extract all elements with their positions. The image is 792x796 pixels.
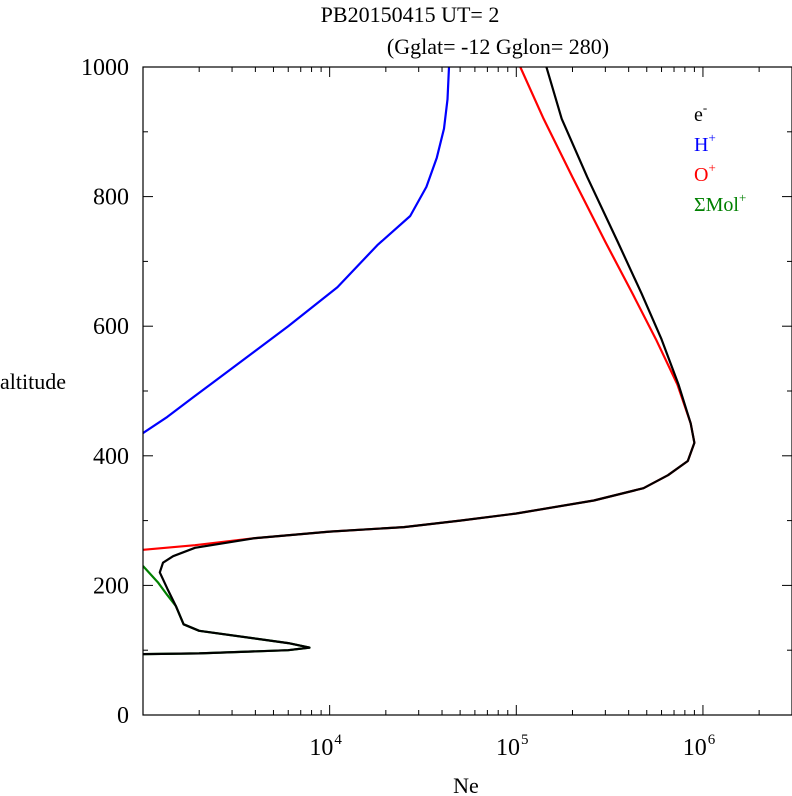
series-layer (143, 67, 696, 656)
x-tick-label: 106 (683, 732, 716, 761)
y-tick-label: 400 (93, 444, 129, 470)
y-tick-label: 0 (117, 703, 129, 729)
plot-frame (142, 66, 792, 716)
series-line-e (143, 67, 696, 656)
legend-entry: O+ (694, 160, 716, 186)
legend: e- H+ O+ ΣMol+ (694, 100, 746, 216)
y-tick-label: 1000 (81, 55, 129, 81)
chart-subtitle: (Gglat= -12 Gglon= 280) (387, 34, 609, 59)
series-line-H (143, 67, 451, 435)
legend-entry: e- (694, 100, 707, 126)
y-axis-label: altitude (0, 369, 66, 394)
x-axis-label: Ne (453, 773, 479, 796)
x-tick-label: 105 (496, 732, 529, 761)
y-tick-label: 800 (93, 185, 129, 211)
chart-title: PB20150415 UT= 2 (321, 2, 500, 27)
y-tick-label: 600 (93, 314, 129, 340)
x-tick-label: 104 (309, 732, 342, 761)
series-line-O (143, 67, 696, 551)
series-line-ΣMol (143, 565, 311, 656)
legend-entry: H+ (694, 130, 716, 156)
tick-labels: 0 200 400 600 800 1000 104 105 106 (81, 55, 716, 761)
legend-entry: ΣMol+ (694, 190, 746, 216)
y-tick-label: 200 (93, 573, 129, 599)
